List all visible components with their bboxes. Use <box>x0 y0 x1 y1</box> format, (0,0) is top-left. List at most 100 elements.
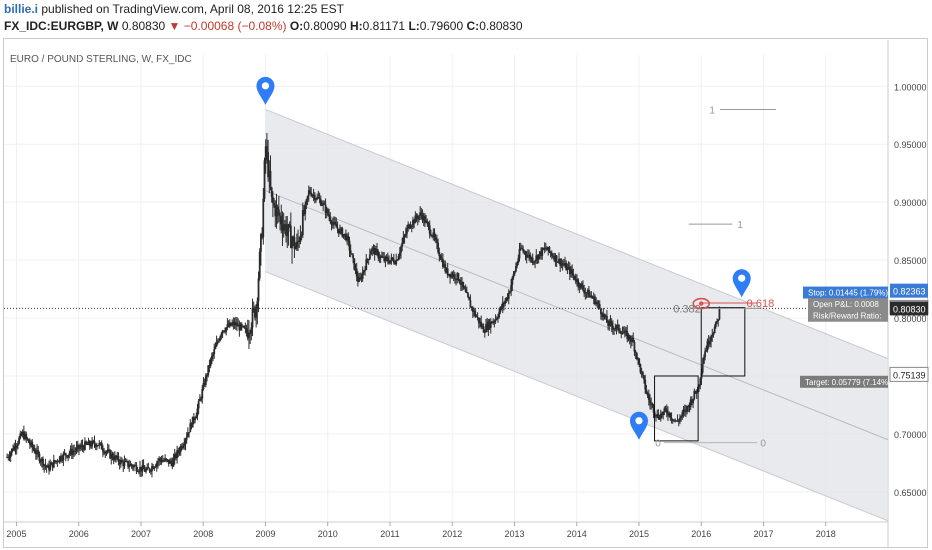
candle-body <box>712 333 715 336</box>
candle-body <box>708 341 711 345</box>
projection-box[interactable] <box>700 307 746 377</box>
eye-icon[interactable] <box>692 297 711 310</box>
candle-body <box>112 458 115 461</box>
candle-body <box>633 342 636 352</box>
candle-body <box>61 459 64 461</box>
candle-body <box>404 233 407 236</box>
symbol-label: FX_IDC:EURGBP, W <box>4 19 119 33</box>
candle-body <box>395 259 398 265</box>
candle-body <box>676 420 679 422</box>
candle-body <box>368 254 371 260</box>
candle-body <box>34 452 37 455</box>
candle-body <box>351 253 353 255</box>
pin-icon-2009[interactable] <box>256 76 275 105</box>
candle-body <box>16 443 19 446</box>
candle-body <box>319 199 322 206</box>
candle-body <box>125 460 128 462</box>
candle-body <box>109 450 111 459</box>
candle-body <box>316 196 319 200</box>
candle-body <box>673 419 675 421</box>
candle-body <box>426 220 429 223</box>
candle-body <box>160 459 163 462</box>
candle-body <box>27 439 30 443</box>
candle-body <box>75 447 78 451</box>
candle-body <box>92 440 95 442</box>
candle-body <box>453 274 456 279</box>
candle-body <box>129 464 132 467</box>
candle-body <box>21 431 24 436</box>
candle-body <box>325 209 328 213</box>
candle-body <box>493 321 496 323</box>
candle-body <box>303 209 305 215</box>
candle-body <box>85 441 88 444</box>
candle-body <box>307 190 310 196</box>
candle-body <box>152 466 155 469</box>
candle-body <box>572 273 575 276</box>
candle-body <box>693 391 696 399</box>
candle-body <box>552 256 554 258</box>
candle-body <box>210 356 213 359</box>
pin-icon-2015[interactable] <box>629 411 648 440</box>
candle-body <box>652 405 655 413</box>
candle-body <box>331 223 334 225</box>
candle-body <box>360 277 363 279</box>
consolidation-box[interactable] <box>654 375 699 442</box>
fib-label-0382: 0.382 <box>673 303 701 315</box>
candle-body <box>33 449 36 453</box>
candle-body <box>436 239 438 243</box>
candle-body <box>347 235 350 241</box>
candle-body <box>617 324 620 331</box>
author-link[interactable]: billie.i <box>4 2 39 16</box>
candle-body <box>504 300 507 304</box>
candle-body <box>701 363 704 373</box>
candle-body <box>505 297 508 301</box>
candle-body <box>46 465 49 468</box>
candle-body <box>623 330 626 333</box>
candle-body <box>433 232 436 238</box>
candle-body <box>179 446 182 452</box>
candle-body <box>521 247 523 249</box>
candle-body <box>499 307 502 312</box>
x-tick-label: 2013 <box>504 529 524 539</box>
candle-body <box>240 323 243 327</box>
candle-body <box>553 256 556 261</box>
candle-body <box>134 465 137 467</box>
pin-icon-2016[interactable] <box>732 269 751 298</box>
candle-body <box>430 233 432 236</box>
candle-body <box>443 264 445 267</box>
candle-body <box>534 260 536 263</box>
open-value: 0.80090 <box>303 19 347 33</box>
candle-body <box>91 440 94 447</box>
candle-body <box>257 278 260 302</box>
candle-body <box>54 460 56 462</box>
candle-body <box>224 331 226 333</box>
candle-body <box>705 350 708 352</box>
candle-body <box>312 194 315 196</box>
candle-body <box>242 326 244 328</box>
candle-body <box>185 436 188 440</box>
candle-body <box>614 328 617 330</box>
candle-body <box>248 333 250 338</box>
candle-body <box>590 295 593 297</box>
candle-body <box>578 285 581 288</box>
candle-body <box>611 325 614 330</box>
candle-body <box>550 253 553 257</box>
candle-body <box>230 322 232 326</box>
candle-body <box>141 465 144 472</box>
candle-body <box>695 392 698 394</box>
candle-body <box>66 455 68 458</box>
candle-body <box>317 196 320 199</box>
candle-body <box>173 454 176 459</box>
candle-body <box>470 307 473 309</box>
candle-body <box>699 378 702 386</box>
candle-body <box>9 452 12 457</box>
candle-body <box>597 303 600 305</box>
x-tick-label: 2008 <box>193 529 213 539</box>
candle-body <box>463 287 466 289</box>
candle-body <box>299 235 302 242</box>
candle-body <box>97 445 99 447</box>
candle-body <box>170 460 173 463</box>
candle-body <box>26 438 29 440</box>
candle-body <box>501 302 504 308</box>
